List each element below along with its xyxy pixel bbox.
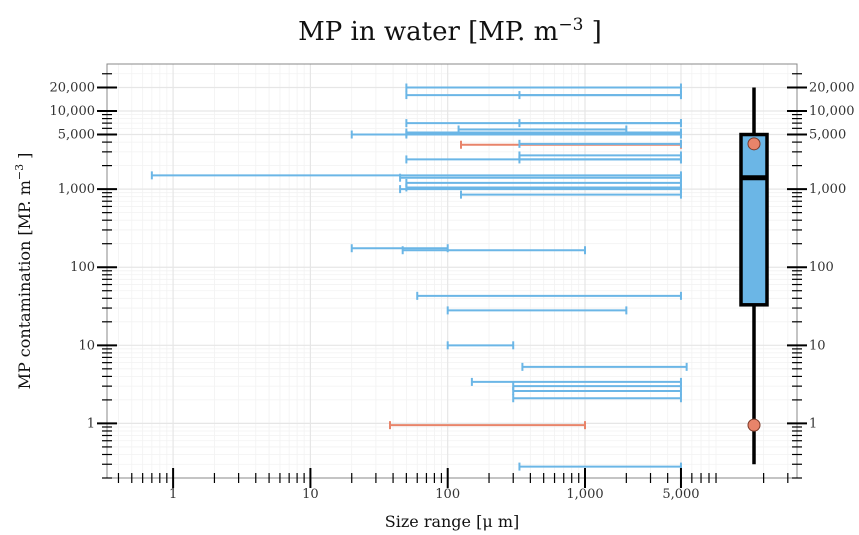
ylabel-exponent: −3 (13, 164, 26, 180)
x-axis-title: Size range [μ m] (385, 512, 520, 531)
range-bar (446, 306, 628, 315)
x-tick-label: 1 (169, 487, 177, 502)
range-bar (512, 387, 682, 396)
y-tick-label: 10,000 (50, 104, 96, 119)
y-tick-label-right: 100 (809, 260, 834, 275)
range-bar (460, 190, 682, 199)
grid (107, 64, 797, 478)
y-tick-label: 5,000 (58, 128, 95, 143)
range-bar (401, 246, 587, 255)
range-bar (521, 362, 688, 371)
y-tick-label-right: 20,000 (809, 81, 855, 96)
range-bar (446, 341, 515, 350)
ylabel-tail: ] (15, 153, 34, 164)
y-tick-label-right: 1 (809, 416, 817, 431)
y-tick-label-right: 10,000 (809, 104, 855, 119)
range-bar (416, 291, 682, 300)
chart-title: MP in water [MP. m−3 ] (298, 15, 602, 47)
x-tick-label: 5,000 (662, 487, 699, 502)
range-bar (518, 91, 682, 100)
y-tick-label-right: 1,000 (809, 182, 846, 197)
boxplot (739, 87, 769, 465)
title-exponent: −3 (558, 15, 583, 35)
y-tick-label-right: 10 (809, 338, 826, 353)
boxplot-point (747, 418, 761, 432)
y-tick-label: 1,000 (58, 182, 95, 197)
y-tick-label: 20,000 (50, 81, 96, 96)
range-bar (405, 83, 682, 92)
x-tick-label: 10 (302, 487, 319, 502)
title-tail: ] (583, 17, 601, 47)
x-tick-label: 1,000 (566, 487, 603, 502)
range-bar (512, 394, 682, 403)
y-tick-label: 1 (87, 416, 95, 431)
axes: 1 1 10 10 100 100 1,000 1,000 5,000 5,000 10,000 10… (50, 63, 855, 502)
x-tick-label: 100 (435, 487, 460, 502)
range-bars (150, 83, 688, 471)
boxplot-point (747, 137, 761, 151)
range-bar (518, 139, 682, 148)
y-axis-title: MP contamination [MP. m−3 ] (13, 153, 34, 390)
range-bar (518, 119, 682, 128)
boxplot-box (739, 132, 769, 307)
y-tick-label: 100 (70, 260, 95, 275)
range-bar (518, 155, 682, 164)
range-bar (405, 130, 682, 139)
y-tick-label-right: 5,000 (809, 128, 846, 143)
range-bar (389, 421, 587, 430)
y-tick-label: 10 (78, 338, 95, 353)
